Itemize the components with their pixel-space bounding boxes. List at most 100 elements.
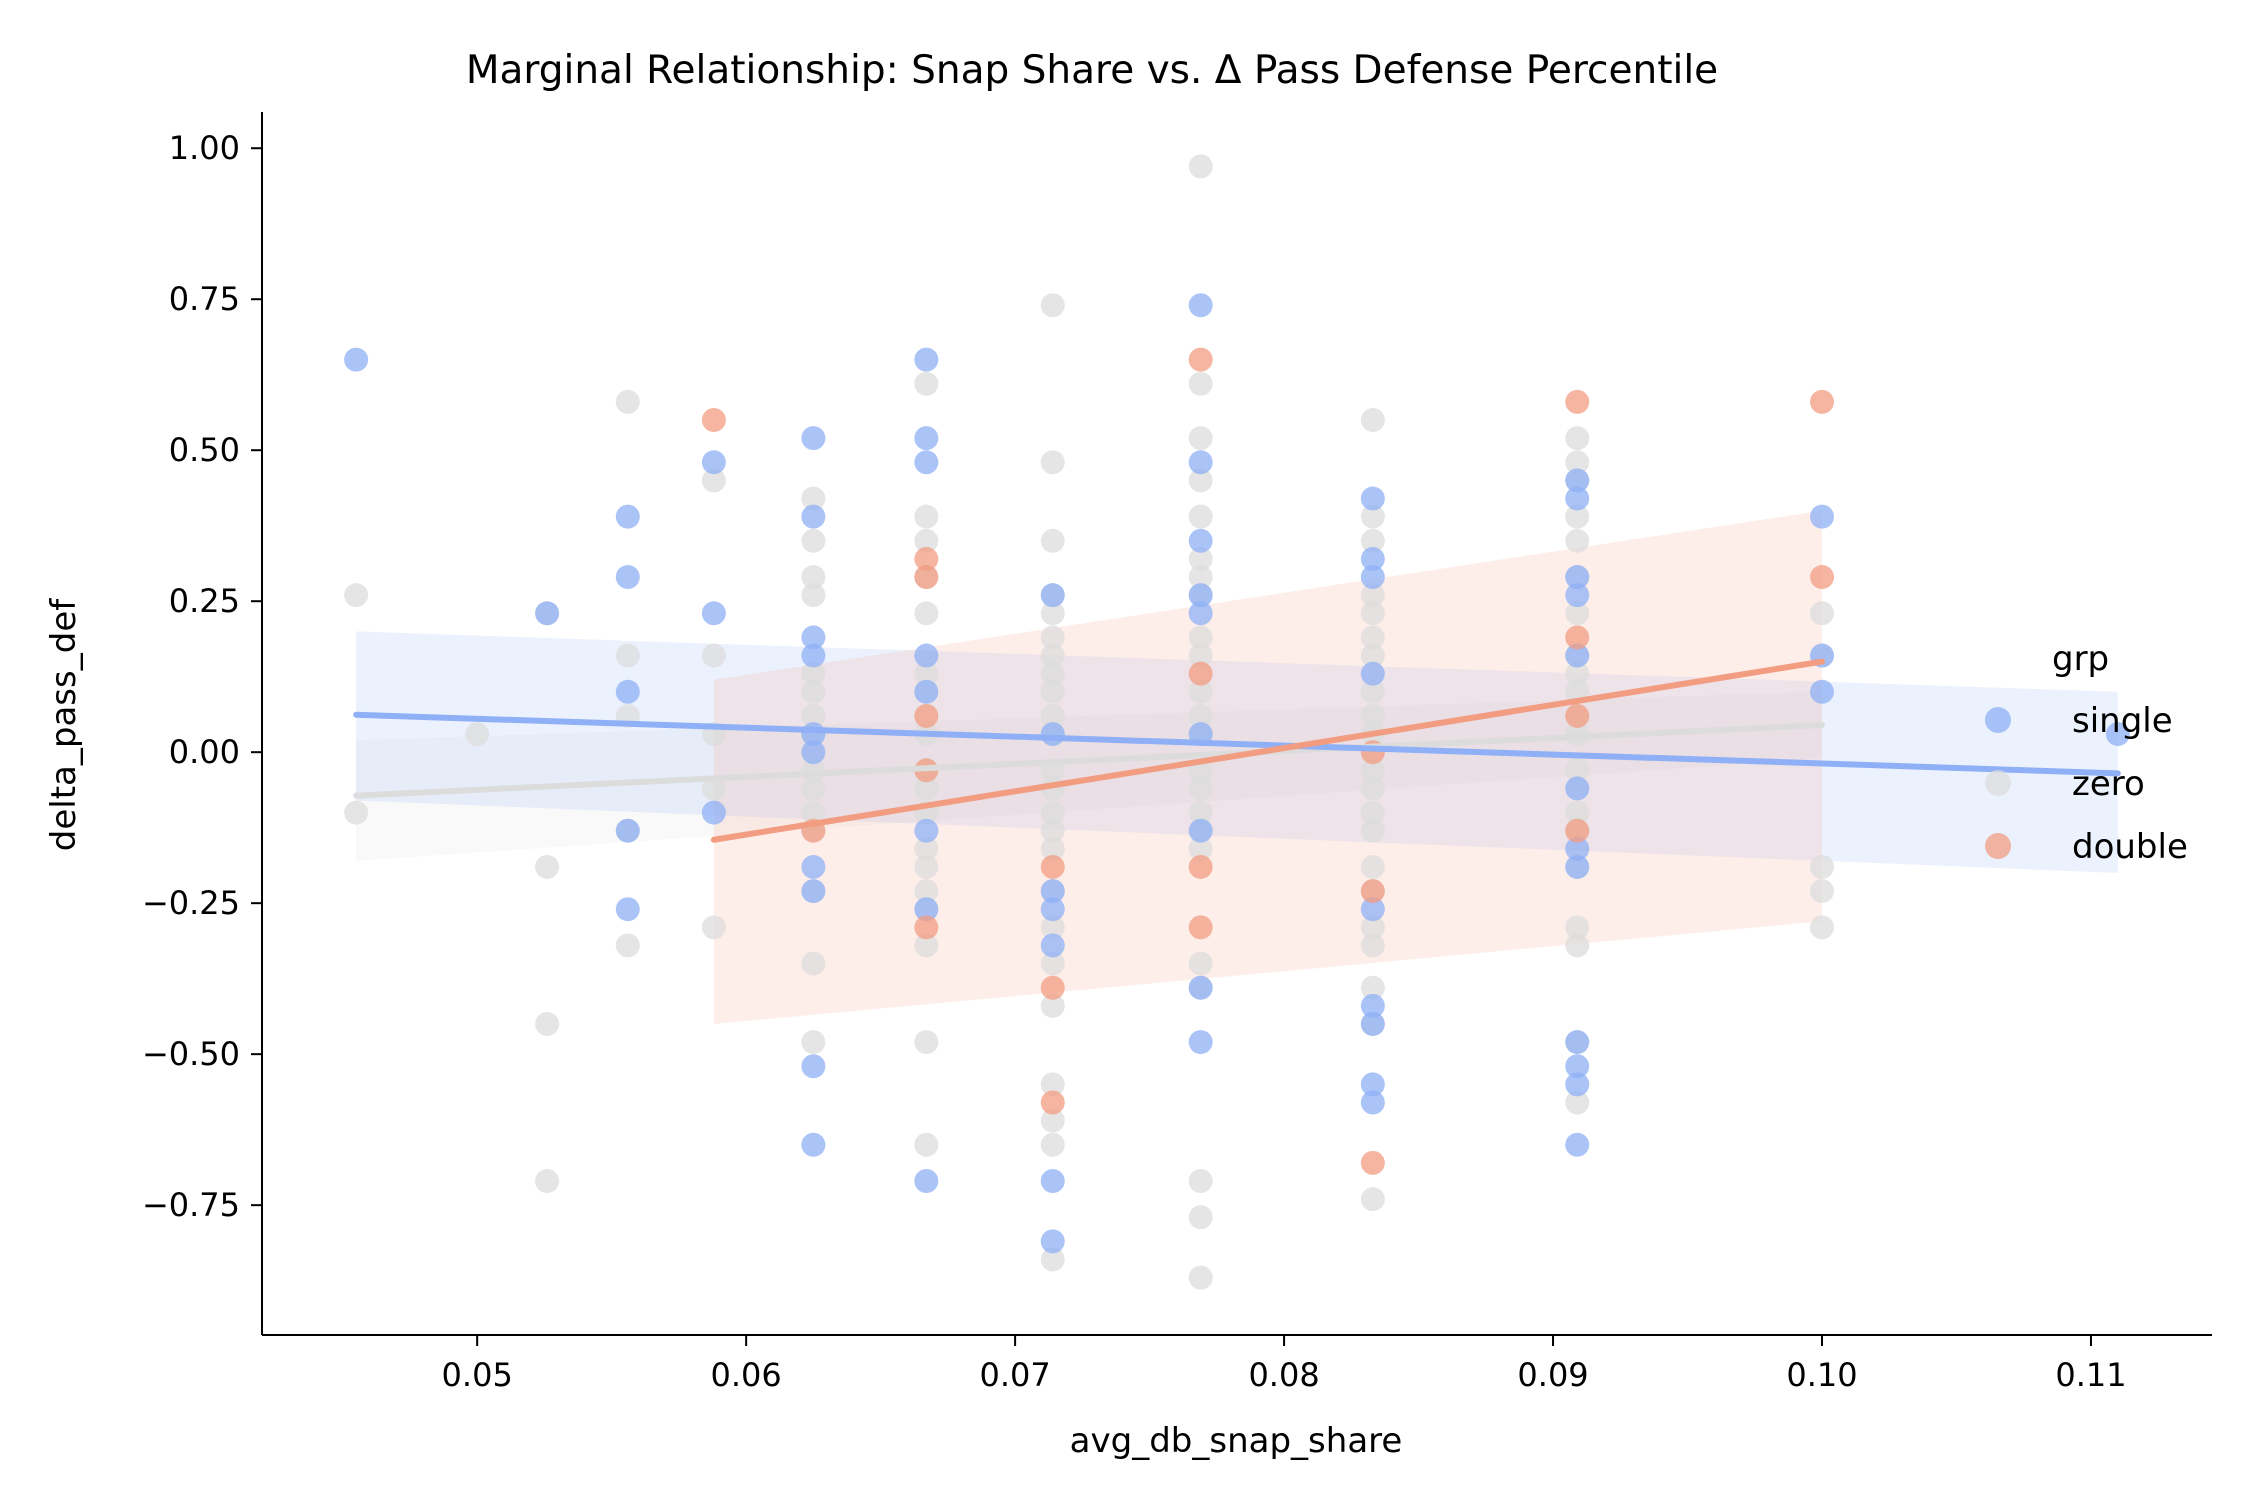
zero-regression-line bbox=[353, 722, 1825, 799]
zero-point bbox=[1360, 625, 1385, 650]
zero-point bbox=[914, 933, 939, 958]
double-point bbox=[1188, 854, 1213, 879]
single-point bbox=[701, 601, 726, 626]
zero-point bbox=[1360, 679, 1385, 704]
zero-point bbox=[535, 1011, 560, 1036]
double-regression-line bbox=[710, 658, 1825, 843]
double-point bbox=[1040, 1090, 1065, 1115]
single-point bbox=[615, 818, 640, 843]
single-point bbox=[1565, 486, 1590, 511]
single-point bbox=[914, 426, 939, 451]
double-point bbox=[1188, 347, 1213, 372]
zero-point bbox=[914, 371, 939, 396]
zero-point bbox=[1360, 818, 1385, 843]
zero-point bbox=[1040, 800, 1065, 825]
zero-point bbox=[801, 800, 826, 825]
zero-point bbox=[1040, 293, 1065, 318]
zero-point bbox=[1360, 758, 1385, 783]
zero-point bbox=[1040, 818, 1065, 843]
zero-point bbox=[801, 528, 826, 553]
zero-point bbox=[1040, 1108, 1065, 1133]
zero-point bbox=[1040, 528, 1065, 553]
axes bbox=[261, 112, 2212, 1336]
double-point bbox=[1565, 703, 1590, 728]
zero-point bbox=[801, 951, 826, 976]
y-tick-label: −0.50 bbox=[142, 1035, 240, 1073]
y-axis-label: delta_pass_def bbox=[44, 598, 84, 851]
double-point bbox=[914, 915, 939, 940]
zero-point bbox=[1188, 776, 1213, 801]
single-point bbox=[801, 1132, 826, 1157]
zero-point bbox=[801, 661, 826, 686]
zero-point bbox=[1360, 933, 1385, 958]
double-point bbox=[701, 408, 726, 433]
zero-point bbox=[1565, 504, 1590, 529]
zero-point bbox=[1360, 854, 1385, 879]
single-point bbox=[1188, 583, 1213, 608]
zero-point bbox=[1188, 154, 1213, 179]
zero-point bbox=[914, 836, 939, 861]
zero-point bbox=[1565, 915, 1590, 940]
zero-point bbox=[914, 1030, 939, 1055]
zero-point bbox=[1040, 601, 1065, 626]
single-point bbox=[1360, 661, 1385, 686]
double-point bbox=[1810, 565, 1834, 590]
y-tick-label: −0.25 bbox=[142, 884, 240, 922]
zero-point bbox=[1040, 679, 1065, 704]
double-point bbox=[1810, 389, 1834, 414]
zero-point bbox=[801, 1030, 826, 1055]
single-point bbox=[344, 347, 369, 372]
zero-point bbox=[1360, 703, 1385, 728]
single-point bbox=[1040, 1229, 1065, 1254]
single-point bbox=[1360, 1072, 1385, 1097]
zero-point bbox=[1565, 1090, 1590, 1115]
zero-point bbox=[1188, 426, 1213, 451]
single-point bbox=[1565, 583, 1590, 608]
zero-point bbox=[1040, 951, 1065, 976]
zero-point bbox=[1188, 836, 1213, 861]
single-point bbox=[1565, 836, 1590, 861]
single-point bbox=[615, 679, 640, 704]
zero-point bbox=[1360, 583, 1385, 608]
single-point bbox=[1810, 504, 1834, 529]
zero-point bbox=[801, 565, 826, 590]
zero-point bbox=[1810, 854, 1834, 879]
legend-label-double: double bbox=[2072, 827, 2188, 867]
single-point bbox=[801, 625, 826, 650]
single-point bbox=[1360, 897, 1385, 922]
zero-point bbox=[801, 776, 826, 801]
zero-point bbox=[1360, 800, 1385, 825]
zero-point bbox=[914, 601, 939, 626]
zero-point bbox=[1188, 703, 1213, 728]
zero-point bbox=[1360, 528, 1385, 553]
zero-point bbox=[1360, 601, 1385, 626]
zero-point bbox=[1565, 758, 1590, 783]
single-point bbox=[914, 679, 939, 704]
single-point bbox=[615, 504, 640, 529]
zero-point bbox=[914, 528, 939, 553]
regression-lines bbox=[353, 658, 2121, 843]
single-point bbox=[801, 643, 826, 668]
zero-point bbox=[1188, 1205, 1213, 1230]
single-point bbox=[1565, 1054, 1590, 1079]
single-point bbox=[801, 426, 826, 451]
single-point bbox=[1360, 993, 1385, 1018]
zero-point bbox=[1565, 528, 1590, 553]
zero-point bbox=[701, 643, 726, 668]
single-point bbox=[914, 897, 939, 922]
single-point bbox=[1188, 601, 1213, 626]
legend-title: grp bbox=[2052, 639, 2109, 679]
single-point bbox=[1040, 933, 1065, 958]
single-point bbox=[1565, 776, 1590, 801]
zero-point bbox=[801, 703, 826, 728]
zero-point bbox=[615, 389, 640, 414]
single-point bbox=[1040, 1168, 1065, 1193]
legend-label-single: single bbox=[2072, 701, 2173, 741]
zero-point bbox=[1810, 915, 1834, 940]
zero-point bbox=[344, 583, 369, 608]
zero-point bbox=[465, 722, 490, 747]
zero-point bbox=[914, 504, 939, 529]
double-point bbox=[1040, 975, 1065, 1000]
zero-point bbox=[535, 1168, 560, 1193]
